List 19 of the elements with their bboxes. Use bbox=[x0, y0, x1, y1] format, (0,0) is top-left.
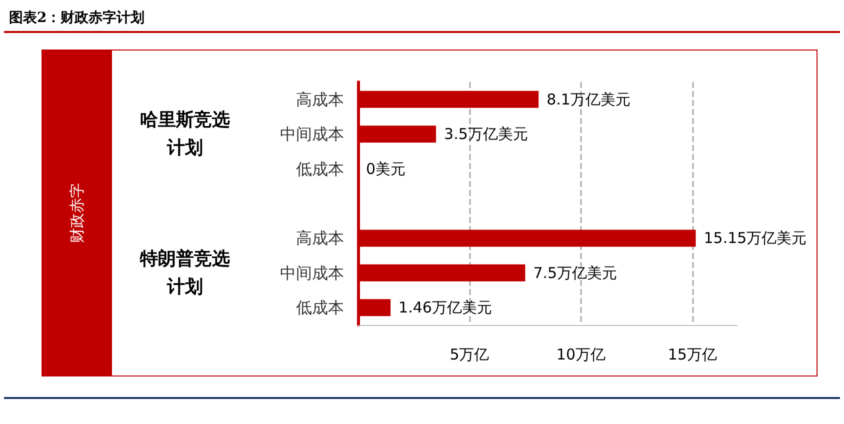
x-tick-label: 10万亿 bbox=[556, 346, 606, 364]
x-tick-label: 5万亿 bbox=[450, 346, 490, 364]
text: 财政赤字 bbox=[68, 183, 86, 243]
data-label: 15.15万亿美元 bbox=[704, 229, 807, 248]
y-tick-label: 高成本 bbox=[296, 90, 344, 109]
data-label: 1.46万亿美元 bbox=[398, 298, 492, 317]
data-label: 8.1万亿美元 bbox=[546, 90, 630, 108]
y-tick-label: 中间成本 bbox=[280, 124, 344, 144]
text: 哈里斯竞选计划 bbox=[140, 110, 230, 159]
data-label: 3.5万亿美元 bbox=[444, 125, 528, 144]
x-tick-label: 15万亿 bbox=[668, 346, 717, 364]
y-tick-label: 低成本 bbox=[296, 159, 344, 178]
data-label: 0美元 bbox=[366, 160, 406, 178]
y-tick-label: 中间成本 bbox=[280, 263, 344, 282]
data-label: 7.5万亿美元 bbox=[533, 264, 618, 282]
text: 图表2：财政赤字计划 bbox=[9, 9, 145, 26]
text: 特朗普竞选计划 bbox=[139, 248, 230, 298]
y-tick-label: 高成本 bbox=[296, 228, 344, 248]
y-tick-label: 低成本 bbox=[296, 298, 344, 318]
